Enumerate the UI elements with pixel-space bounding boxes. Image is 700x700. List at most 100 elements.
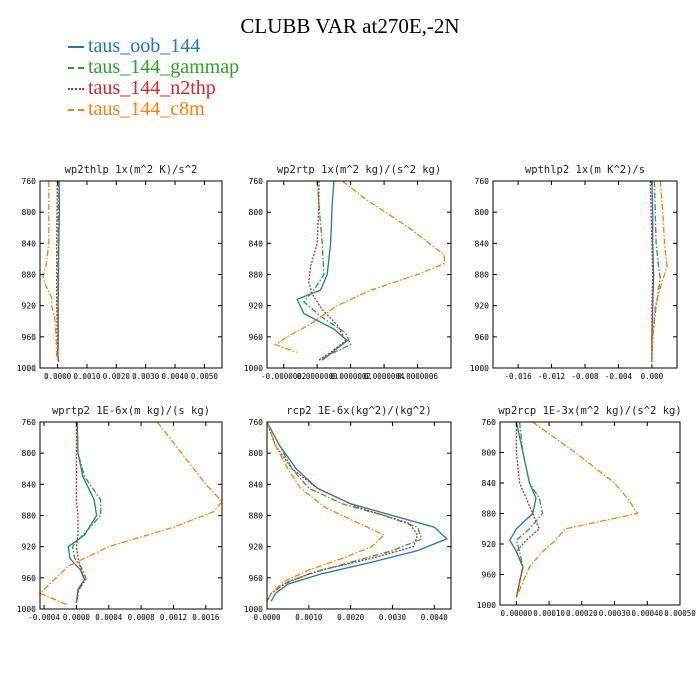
legend-swatch <box>68 66 84 69</box>
y-tick-label: 920 <box>22 302 37 311</box>
page-title: CLUBB VAR at270E,-2N <box>240 14 460 38</box>
chart-title: wpthlp2 1x(m K^2)/s <box>525 164 645 176</box>
x-tick-label: 0.0008 <box>128 613 156 622</box>
chart-title: rcp2 1E-6x(kg^2)/(kg^2) <box>286 405 431 417</box>
x-tick-label: 0.0000002 <box>330 372 371 381</box>
chart-panel: wpthlp2 1x(m K^2)/s 760 800 840 880 920 960 100… <box>470 164 678 381</box>
y-tick-label: 880 <box>475 271 490 280</box>
y-tick-label: 960 <box>475 333 490 342</box>
series-line <box>42 181 60 363</box>
y-tick-label: 880 <box>22 271 37 280</box>
y-tick-label: 760 <box>249 418 264 427</box>
plot-frame <box>39 180 223 369</box>
x-tick-label: 0.0004 <box>95 613 123 622</box>
x-tick-label: 0.000 <box>641 372 664 381</box>
plot-frame <box>492 180 678 369</box>
x-tick-label: 0.0020 <box>103 372 131 381</box>
x-tick-label: 0.0010 <box>295 613 323 622</box>
x-tick-label: 0.00000 <box>501 609 533 618</box>
y-tick-label: 1000 <box>470 364 489 373</box>
chart-title: wp2rcp 1E-3x(m^2 kg)/(s^2 kg) <box>498 405 681 417</box>
legend-item: taus_oob_144 <box>68 36 239 57</box>
y-tick-label: 800 <box>249 208 264 217</box>
y-tick-label: 880 <box>249 512 264 521</box>
chart-title: wp2thlp 1x(m^2 K)/s^2 <box>65 164 198 176</box>
legend-label: taus_144_c8m <box>88 98 205 120</box>
x-tick-label: 0.00040 <box>631 609 663 618</box>
series-line <box>266 421 386 602</box>
legend-item: taus_144_c8m <box>68 99 239 120</box>
y-tick-label: 920 <box>249 543 264 552</box>
y-tick-label: 840 <box>22 239 37 248</box>
y-tick-label: 920 <box>22 543 37 552</box>
x-tick-label: 0.00020 <box>566 609 598 618</box>
x-tick-label: -0.016 <box>505 372 533 381</box>
series-line <box>57 180 60 362</box>
y-tick-label: 760 <box>475 177 490 186</box>
chart-panel: wp2rcp 1E-3x(m^2 kg)/(s^2 kg)760 800 840 88… <box>477 405 697 618</box>
x-tick-label: 0.0012 <box>160 613 187 622</box>
x-tick-label: -0.0000002 <box>261 372 306 381</box>
y-tick-label: 840 <box>22 480 37 489</box>
y-tick-label: 920 <box>249 302 264 311</box>
series-line <box>56 180 60 362</box>
y-tick-label: 840 <box>249 480 264 489</box>
series-line <box>38 421 223 606</box>
y-tick-label: 760 <box>249 177 264 186</box>
plot-frame <box>266 421 452 610</box>
x-tick-label: 0.0000000 <box>297 372 338 381</box>
chart-title: wp2rtp 1x(m^2 kg)/(s^2 kg) <box>277 164 441 176</box>
x-tick-label: 0.0000004 <box>364 372 405 381</box>
x-tick-label: 0.0040 <box>161 372 189 381</box>
x-tick-label: -0.012 <box>538 372 565 381</box>
series-line <box>266 421 419 602</box>
legend-label: taus_144_n2thp <box>88 77 216 99</box>
plot-frame <box>39 421 223 610</box>
legend-swatch <box>68 108 84 111</box>
series-line <box>67 421 98 603</box>
series-line <box>266 421 448 602</box>
x-tick-label: -0.0004 <box>28 613 60 622</box>
x-tick-label: -0.004 <box>605 372 633 381</box>
y-tick-label: 960 <box>22 574 37 583</box>
y-tick-label: 840 <box>475 239 490 248</box>
series-line <box>273 180 445 354</box>
x-tick-label: 0.0000 <box>63 613 91 622</box>
y-tick-label: 1000 <box>244 364 263 373</box>
plot-frame <box>499 421 681 606</box>
y-tick-label: 1000 <box>17 605 36 614</box>
legend: taus_oob_144 taus_144_gammap taus_144_n2… <box>68 36 239 120</box>
series-line <box>266 421 423 602</box>
legend-item: taus_144_n2thp <box>68 78 239 99</box>
y-tick-label: 880 <box>22 512 37 521</box>
y-tick-label: 800 <box>482 449 497 458</box>
series-line <box>296 180 349 361</box>
chart-panel: wprtp2 1E-6x(m kg)/(s kg) 760 800 840 880 920… <box>17 405 223 622</box>
y-tick-label: 880 <box>482 510 497 519</box>
y-tick-label: 800 <box>475 208 490 217</box>
x-tick-label: 0.00030 <box>599 609 631 618</box>
y-tick-label: 760 <box>22 177 37 186</box>
chart-panel: rcp2 1E-6x(kg^2)/(kg^2) 760 800 840 880 920 96… <box>244 405 452 622</box>
plot-frame <box>266 180 452 369</box>
series-line <box>649 180 654 362</box>
y-tick-label: 760 <box>482 418 497 427</box>
legend-swatch <box>68 87 84 90</box>
x-tick-label: 0.0050 <box>191 372 219 381</box>
y-tick-label: 1000 <box>17 364 36 373</box>
series-line <box>515 421 639 598</box>
x-tick-label: 0.0020 <box>337 613 365 622</box>
legend-item: taus_144_gammap <box>68 57 239 78</box>
x-tick-label: -0.008 <box>571 372 599 381</box>
legend-swatch <box>68 45 84 48</box>
series-line <box>71 421 102 603</box>
legend-label: taus_oob_144 <box>88 35 201 57</box>
y-tick-label: 880 <box>249 271 264 280</box>
y-tick-label: 800 <box>22 208 37 217</box>
series-line <box>75 422 86 603</box>
y-tick-label: 800 <box>249 449 264 458</box>
series-line <box>308 181 347 361</box>
x-tick-label: 0.0000 <box>44 372 72 381</box>
x-tick-label: 0.0010 <box>73 372 101 381</box>
